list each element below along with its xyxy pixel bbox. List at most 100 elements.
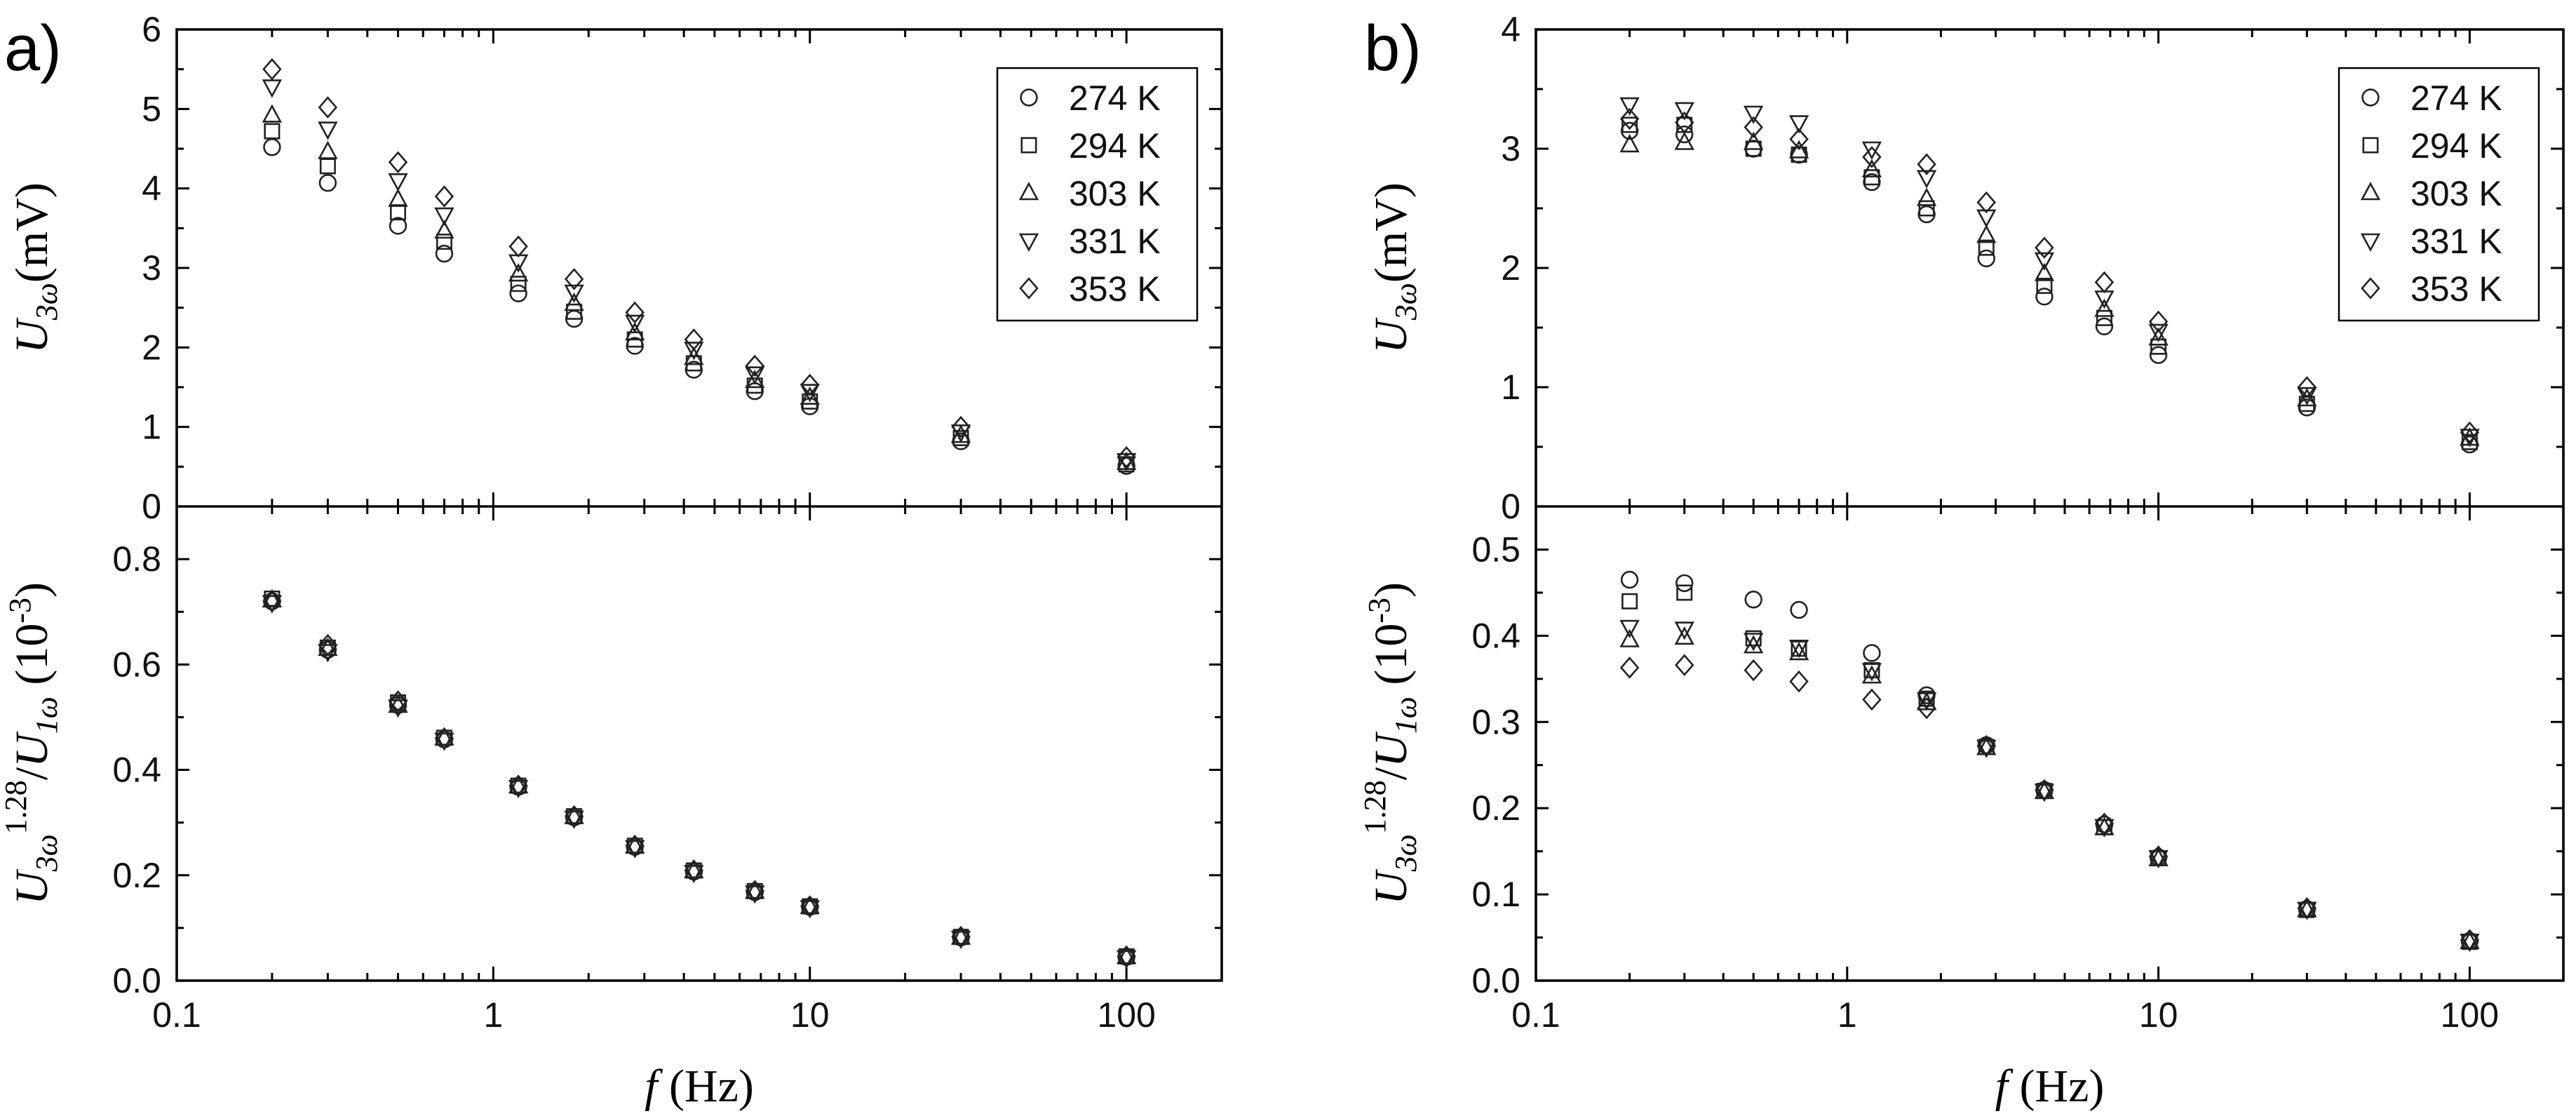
- legend-marker: [2362, 137, 2379, 154]
- data-point: [1117, 445, 1136, 469]
- data-point: [564, 805, 584, 824]
- y-tick-label: 4: [1501, 10, 1520, 49]
- data-point: [2035, 288, 2054, 306]
- data-point: [800, 900, 820, 919]
- data-point: [564, 805, 584, 828]
- data-point: [1674, 131, 1694, 150]
- data-point: [434, 185, 454, 208]
- data-point: [1976, 191, 1996, 214]
- data-point: [950, 424, 971, 443]
- data-point: [1744, 116, 1763, 139]
- legend-label: 331 K: [1069, 222, 1161, 261]
- legend-marker: [1018, 233, 1039, 252]
- data-point: [1744, 105, 1764, 124]
- data-point: [508, 780, 529, 799]
- data-point: [625, 301, 645, 324]
- data-point: [2297, 899, 2317, 917]
- data-point: [508, 263, 529, 282]
- data-point: [1789, 670, 1809, 693]
- data-point: [1744, 131, 1764, 150]
- legend: 274 K 294 K 303 K 331 K 353 K: [2338, 67, 2540, 322]
- data-point: [388, 151, 408, 174]
- data-point: [800, 384, 820, 403]
- data-point: [950, 926, 971, 945]
- data-point: [1744, 635, 1764, 654]
- data-point: [2297, 901, 2317, 920]
- data-point: [1744, 633, 1764, 652]
- data-point: [1675, 574, 1694, 593]
- data-point: [746, 382, 764, 401]
- data-point: [1861, 141, 1882, 160]
- panel-a: a) 0.1 1 10 100 f (Hz) 0 1 2 3 4 5 6 U3ω(mV) 0.0 0.2 0.4…: [0, 10, 1223, 1112]
- data-point: [1619, 657, 1640, 679]
- data-point: [745, 880, 764, 903]
- legend-label: 353 K: [1069, 269, 1161, 309]
- data-point: [388, 188, 408, 207]
- data-point: [625, 321, 645, 341]
- data-point: [1788, 140, 1809, 159]
- data-point: [318, 644, 338, 663]
- data-point: [1621, 593, 1638, 610]
- legend-marker: [2361, 277, 2380, 300]
- series-294-k: [264, 590, 1135, 964]
- x-tick-label: 100: [1097, 995, 1155, 1035]
- series-353-k: [1619, 107, 2480, 444]
- series-303-k: [262, 589, 1137, 964]
- y-tick-label: 0.2: [1471, 788, 1520, 828]
- legend-box: [996, 67, 1199, 322]
- data-point: [263, 138, 281, 156]
- data-point: [2094, 812, 2115, 835]
- data-point: [745, 880, 765, 899]
- legend-marker: [2360, 233, 2381, 252]
- y-tick-label: 1: [1501, 368, 1520, 407]
- data-point: [508, 774, 529, 794]
- legend-label: 353 K: [2410, 269, 2502, 309]
- data-point: [1621, 116, 1638, 133]
- y-tick-label: 0.1: [1471, 875, 1520, 914]
- data-point: [1861, 665, 1882, 684]
- data-point: [684, 859, 704, 882]
- data-point: [2460, 934, 2480, 953]
- data-point: [2148, 849, 2169, 869]
- data-point: [318, 633, 338, 657]
- data-point: [2094, 271, 2115, 294]
- data-point: [1116, 946, 1137, 964]
- data-point: [564, 810, 584, 829]
- x-axis-title: f (Hz): [1995, 1061, 2105, 1112]
- data-point: [2297, 386, 2317, 406]
- data-point: [2096, 309, 2112, 326]
- y-tick-label: 0.4: [1471, 616, 1520, 655]
- data-point: [625, 834, 645, 857]
- data-point: [1744, 659, 1763, 682]
- series-294-k: [1621, 584, 2478, 950]
- data-point: [1619, 628, 1640, 647]
- y-tick-label: 3: [142, 248, 161, 288]
- data-point: [508, 235, 528, 258]
- data-point: [1676, 584, 1693, 601]
- data-point: [2034, 252, 2055, 271]
- x-axis-title: f (Hz): [645, 1061, 754, 1112]
- data-point: [435, 244, 454, 263]
- data-point: [262, 58, 282, 81]
- data-point: [1619, 133, 1640, 153]
- y-tick-label: 0.4: [112, 751, 161, 790]
- data-point: [684, 864, 704, 884]
- data-point: [1674, 626, 1694, 645]
- data-point: [2034, 784, 2055, 802]
- data-point: [564, 268, 584, 290]
- data-point: [800, 895, 820, 915]
- data-point: [2460, 929, 2480, 952]
- y-tick-label: 0.6: [112, 645, 161, 684]
- data-point: [2034, 780, 2055, 800]
- data-point: [318, 174, 337, 192]
- data-point: [2036, 277, 2053, 294]
- x-tick-label: 0.1: [152, 995, 201, 1035]
- data-point: [388, 173, 408, 192]
- data-point: [1744, 591, 1762, 609]
- legend-marker: [1020, 137, 1037, 154]
- data-point: [262, 595, 283, 614]
- data-point: [318, 140, 338, 159]
- data-point: [1917, 205, 1936, 224]
